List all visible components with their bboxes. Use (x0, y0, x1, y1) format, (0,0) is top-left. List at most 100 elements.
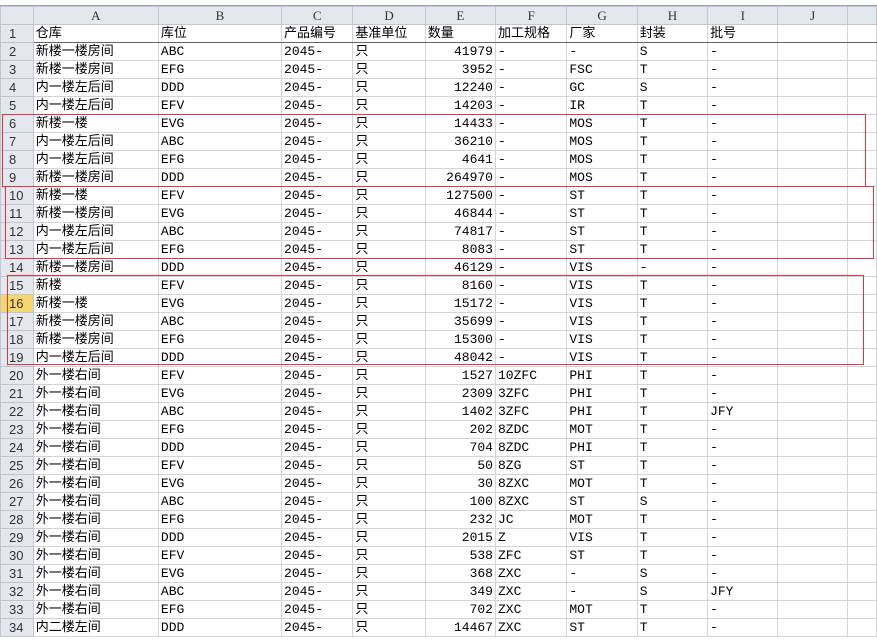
cell[interactable]: JFY (707, 402, 779, 421)
cell[interactable]: 12240 (424, 78, 496, 97)
cell[interactable]: - (566, 582, 638, 601)
cell[interactable]: 3ZFC (494, 402, 568, 421)
cell[interactable]: 2045- (281, 510, 354, 529)
cell[interactable]: - (707, 366, 779, 385)
cell[interactable]: 2045- (281, 582, 354, 601)
cell[interactable]: - (707, 438, 779, 457)
cell[interactable]: EVG (157, 204, 283, 223)
cell[interactable] (846, 456, 877, 475)
cell[interactable]: EFV (157, 366, 283, 385)
cell[interactable]: T (636, 384, 709, 403)
cell[interactable]: 704 (424, 438, 496, 457)
cell[interactable] (777, 204, 848, 223)
cell[interactable] (777, 276, 848, 295)
cell[interactable]: VIS (566, 528, 638, 547)
cell[interactable]: 外一楼右间 (32, 528, 159, 547)
cell[interactable]: - (707, 150, 779, 169)
cell[interactable]: DDD (157, 258, 283, 277)
cell[interactable]: T (636, 438, 709, 457)
cell[interactable]: 内一楼左后间 (32, 78, 159, 97)
cell[interactable]: GC (566, 78, 638, 97)
cell[interactable]: - (494, 276, 568, 295)
cell[interactable]: T (636, 276, 709, 295)
column-header-K[interactable] (846, 6, 877, 25)
row-header[interactable]: 24 (0, 438, 34, 457)
cell[interactable] (846, 564, 877, 583)
cell[interactable]: - (707, 168, 779, 187)
cell[interactable]: 内一楼左后间 (32, 348, 159, 367)
cell[interactable]: 新楼一楼 (32, 114, 159, 133)
cell[interactable]: T (636, 312, 709, 331)
cell[interactable]: - (494, 150, 568, 169)
cell[interactable]: 只 (352, 276, 426, 295)
cell[interactable]: ST (566, 204, 638, 223)
cell[interactable]: - (707, 510, 779, 529)
cell[interactable]: DDD (157, 168, 283, 187)
row-header[interactable]: 19 (0, 348, 34, 367)
cell[interactable]: T (636, 60, 709, 79)
cell[interactable]: - (707, 384, 779, 403)
column-header-B[interactable]: B (157, 6, 283, 25)
cell[interactable]: MOT (566, 510, 638, 529)
cell[interactable] (846, 276, 877, 295)
cell[interactable]: MOT (566, 600, 638, 619)
cell[interactable]: - (707, 420, 779, 439)
cell[interactable]: T (636, 222, 709, 241)
row-header[interactable]: 6 (0, 114, 34, 133)
cell[interactable]: 新楼一楼房间 (32, 204, 159, 223)
cell[interactable] (777, 114, 848, 133)
row-header[interactable]: 30 (0, 546, 34, 565)
cell[interactable]: ST (566, 492, 638, 511)
cell[interactable]: 8ZDC (494, 438, 568, 457)
row-header[interactable]: 12 (0, 222, 34, 241)
cell[interactable] (777, 222, 848, 241)
cell[interactable]: - (707, 240, 779, 259)
row-header[interactable]: 4 (0, 78, 34, 97)
cell[interactable]: 702 (424, 600, 496, 619)
cell[interactable]: - (707, 474, 779, 493)
header-cell[interactable]: 基准单位 (352, 24, 426, 43)
cell[interactable]: MOS (566, 132, 638, 151)
cell[interactable]: 新楼一楼房间 (32, 168, 159, 187)
cell[interactable]: 2045- (281, 564, 354, 583)
cell[interactable]: 外一楼右间 (32, 438, 159, 457)
cell[interactable]: 新楼一楼房间 (32, 258, 159, 277)
cell[interactable]: EVG (157, 564, 283, 583)
cell[interactable]: 2045- (281, 600, 354, 619)
cell[interactable]: 2045- (281, 402, 354, 421)
cell[interactable]: 内一楼左后间 (32, 150, 159, 169)
cell[interactable] (777, 582, 848, 601)
header-cell[interactable] (777, 24, 848, 43)
row-header[interactable]: 2 (0, 42, 34, 61)
cell[interactable]: 2045- (281, 312, 354, 331)
cell[interactable]: 外一楼右间 (32, 510, 159, 529)
cell[interactable] (777, 384, 848, 403)
cell[interactable]: T (636, 348, 709, 367)
cell[interactable]: - (494, 258, 568, 277)
header-cell[interactable]: 产品编号 (281, 24, 354, 43)
cell[interactable]: T (636, 420, 709, 439)
row-header[interactable]: 9 (0, 168, 34, 187)
cell[interactable]: S (636, 42, 709, 61)
row-header[interactable]: 13 (0, 240, 34, 259)
cell[interactable] (846, 510, 877, 529)
cell[interactable]: 只 (352, 42, 426, 61)
cell[interactable]: - (707, 600, 779, 619)
cell[interactable] (846, 600, 877, 619)
cell[interactable] (777, 60, 848, 79)
cell[interactable]: S (636, 78, 709, 97)
cell[interactable]: ZXC (494, 618, 568, 637)
cell[interactable]: 349 (424, 582, 496, 601)
cell[interactable] (777, 258, 848, 277)
cell[interactable]: IR (566, 96, 638, 115)
cell[interactable]: S (636, 492, 709, 511)
cell[interactable]: 只 (352, 114, 426, 133)
cell[interactable]: ST (566, 456, 638, 475)
column-header-C[interactable]: C (281, 6, 354, 25)
cell[interactable]: - (494, 42, 568, 61)
cell[interactable]: - (494, 222, 568, 241)
cell[interactable]: 2045- (281, 492, 354, 511)
cell[interactable]: T (636, 294, 709, 313)
cell[interactable]: EFV (157, 276, 283, 295)
cell[interactable]: - (707, 618, 779, 637)
